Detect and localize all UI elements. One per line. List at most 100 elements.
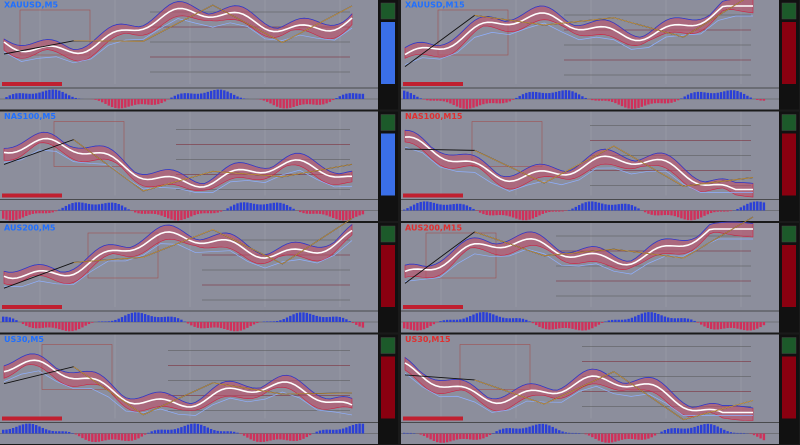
histogram-bar xyxy=(272,202,275,211)
status-icon xyxy=(781,2,797,20)
price-line-white xyxy=(404,228,753,273)
symbol-label: XAUUSD,M5 xyxy=(4,1,59,10)
histogram-bar xyxy=(219,431,223,434)
chart-panel[interactable]: US30,M15 xyxy=(401,334,799,445)
histogram-bar xyxy=(544,210,548,213)
histogram-bar xyxy=(525,319,528,322)
histogram-bar xyxy=(61,91,64,99)
histogram-bar xyxy=(61,322,64,331)
histogram-bar xyxy=(341,210,345,221)
chart-panel[interactable]: US30,M5 xyxy=(0,334,398,445)
histogram-bar xyxy=(538,210,541,216)
chart-panel[interactable]: NAS100,M5 xyxy=(0,111,398,222)
histogram-bar xyxy=(762,433,766,441)
histogram-bar xyxy=(269,321,272,322)
histogram-bar xyxy=(124,315,127,322)
histogram-bar xyxy=(216,210,219,213)
histogram-bar xyxy=(634,99,637,109)
histogram-bar xyxy=(348,210,351,220)
legend-strip xyxy=(403,82,463,86)
histogram-bar xyxy=(239,97,242,99)
histogram-bar xyxy=(403,322,406,329)
histogram-bar xyxy=(670,428,673,434)
histogram-bar xyxy=(650,312,653,322)
histogram-bar xyxy=(502,317,505,322)
histogram-bar xyxy=(84,322,87,326)
histogram-bar xyxy=(8,95,11,99)
histogram-bar xyxy=(505,428,508,434)
histogram-bar xyxy=(403,432,406,434)
histogram-bar xyxy=(233,322,236,332)
histogram-bar xyxy=(74,202,77,211)
legend-strip xyxy=(2,193,62,198)
zone-box xyxy=(437,9,509,56)
histogram-bar xyxy=(163,99,167,102)
chart-panel[interactable]: XAUUSD,M5 xyxy=(0,0,398,110)
histogram-bar xyxy=(282,99,285,109)
histogram-bar xyxy=(733,322,736,329)
chart-panel[interactable]: AUS200,M15 xyxy=(401,216,799,333)
histogram-bar xyxy=(518,318,521,322)
histogram-bar xyxy=(436,433,439,443)
histogram-bar xyxy=(345,319,348,322)
histogram-bar xyxy=(445,319,449,322)
histogram-bar xyxy=(465,205,469,211)
histogram-bar xyxy=(739,207,742,211)
histogram-bar xyxy=(229,322,233,331)
histogram-bar xyxy=(242,433,246,436)
histogram-bar xyxy=(137,210,140,214)
histogram-bar xyxy=(361,210,365,215)
histogram-bar xyxy=(564,432,568,434)
histogram-bar xyxy=(167,316,170,322)
histogram-bar xyxy=(200,424,203,434)
histogram-bar xyxy=(64,322,68,331)
histogram-bar xyxy=(627,318,630,322)
histogram-bar xyxy=(584,202,587,211)
histogram-bar xyxy=(498,99,502,104)
histogram-bar xyxy=(345,427,348,434)
histogram-bar xyxy=(518,95,521,99)
histogram-bar xyxy=(630,99,634,109)
histogram-bar xyxy=(541,92,544,99)
histogram-bar xyxy=(558,322,561,329)
legend-strip xyxy=(403,416,463,421)
chart-panel[interactable]: AUS200,M5 xyxy=(0,218,398,333)
histogram-bar xyxy=(617,204,620,211)
histogram-bar xyxy=(531,322,535,324)
histogram-bar xyxy=(160,99,163,104)
histogram-bar xyxy=(68,431,71,434)
histogram-bar xyxy=(64,205,68,211)
chart-panel[interactable]: NAS100,M15 xyxy=(401,111,799,222)
histogram-bar xyxy=(627,433,630,439)
histogram-bar xyxy=(502,428,505,434)
histogram-bar xyxy=(594,99,597,101)
histogram-bar xyxy=(624,319,627,322)
zigzag-secondary xyxy=(474,371,754,421)
histogram-bar xyxy=(51,430,54,434)
histogram-bar xyxy=(482,433,485,439)
histogram-bar xyxy=(41,427,44,434)
histogram-bar xyxy=(223,431,226,434)
histogram-bar xyxy=(548,425,551,434)
symbol-label: NAS100,M15 xyxy=(405,112,463,121)
chart-panel[interactable]: XAUUSD,M15 xyxy=(401,0,799,110)
histogram-bar xyxy=(246,202,249,211)
histogram-bar xyxy=(426,99,429,101)
legend-strip xyxy=(2,416,62,421)
histogram-bar xyxy=(38,322,41,329)
histogram-bar xyxy=(482,99,485,105)
histogram-bar xyxy=(663,430,667,434)
histogram-bar xyxy=(508,318,511,322)
histogram-bar xyxy=(308,99,312,105)
histogram-bar xyxy=(97,433,101,442)
histogram-bar xyxy=(91,433,94,442)
histogram-bar xyxy=(25,322,28,326)
histogram-bar xyxy=(190,210,193,217)
histogram-bar xyxy=(637,433,640,440)
histogram-bar xyxy=(15,210,18,220)
histogram-bar xyxy=(594,433,597,439)
histogram-bar xyxy=(58,90,61,99)
histogram-bar xyxy=(412,94,416,99)
histogram-bar xyxy=(531,210,535,219)
